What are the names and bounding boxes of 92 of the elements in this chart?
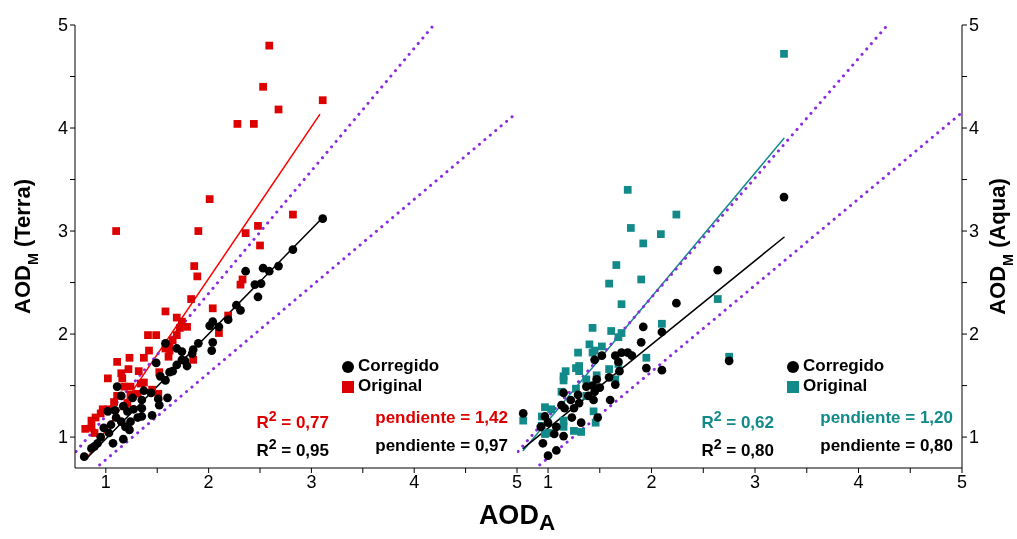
point — [518, 409, 528, 418]
annotation: R$^{2}$ = 0,95 — [256, 436, 329, 461]
y-tick-label: 1 — [969, 427, 980, 448]
annotation: pendiente = 0,97 — [375, 436, 508, 456]
point — [626, 224, 635, 232]
point — [610, 380, 620, 389]
legend-label: Corregido — [803, 356, 885, 375]
point — [623, 185, 632, 194]
point — [627, 351, 637, 361]
point — [636, 337, 646, 347]
point — [590, 355, 599, 365]
y-tick-label: 4 — [969, 118, 980, 139]
y-tick-label: 2 — [57, 324, 68, 345]
x-tick-label: 3 — [750, 471, 761, 492]
y-tick-label: 5 — [57, 15, 68, 36]
point — [549, 429, 559, 439]
point — [779, 192, 789, 202]
point — [538, 438, 548, 448]
x-tick-label: 4 — [853, 471, 864, 492]
point — [590, 387, 599, 397]
point — [576, 418, 586, 428]
y-tick-label: 2 — [969, 324, 980, 345]
point — [605, 395, 615, 405]
annotation: pendiente = 1,20 — [820, 408, 953, 428]
x-tick-label: 1 — [543, 471, 554, 492]
point — [713, 265, 723, 275]
point — [566, 395, 576, 405]
point — [672, 210, 681, 219]
annotation: R$^{2}$ = 0,77 — [256, 408, 329, 433]
point — [543, 418, 553, 428]
point — [614, 333, 623, 342]
point — [574, 348, 582, 357]
x-tick-label: 5 — [511, 471, 523, 492]
point — [597, 342, 606, 351]
point — [589, 395, 598, 405]
point — [641, 363, 651, 373]
point — [551, 446, 561, 455]
point — [642, 353, 651, 362]
legend-label: Corregido — [358, 356, 440, 375]
x-tick-label: 2 — [646, 471, 657, 492]
legend-label: Original — [358, 376, 423, 395]
point — [541, 430, 549, 438]
point — [573, 390, 583, 400]
point — [657, 327, 667, 337]
x-tick-label: 4 — [409, 471, 420, 492]
point — [605, 279, 613, 288]
y-tick-label: 3 — [969, 221, 980, 242]
x-tick-label: 1 — [100, 471, 111, 492]
point — [597, 351, 607, 361]
annotation: pendiente = 0,80 — [820, 436, 953, 456]
point — [551, 422, 561, 432]
point — [713, 295, 722, 303]
point — [672, 298, 681, 308]
point — [577, 428, 586, 436]
annotation: R$^{2}$ = 0,62 — [701, 408, 774, 433]
annotation: pendiente = 1,42 — [375, 408, 508, 428]
point — [639, 239, 648, 248]
legend-label: Original — [803, 376, 868, 395]
x-tick-label: 2 — [203, 471, 214, 492]
point — [615, 366, 624, 376]
point — [658, 319, 666, 328]
point — [593, 413, 603, 422]
point — [637, 275, 646, 284]
point — [617, 300, 626, 309]
point — [575, 367, 583, 376]
point — [585, 340, 594, 349]
y-tick-label: 4 — [57, 118, 68, 139]
point — [607, 327, 616, 335]
point — [657, 365, 667, 375]
point — [605, 365, 613, 373]
point — [543, 451, 553, 460]
point — [547, 405, 556, 414]
x-tick-label: 3 — [306, 471, 317, 492]
point — [724, 356, 734, 366]
point — [588, 324, 597, 332]
y-tick-label: 1 — [57, 427, 68, 448]
y-tick-label: 5 — [969, 15, 980, 36]
point — [559, 422, 568, 431]
x-axis-title: AOD$_{A}$ — [477, 500, 557, 537]
point — [570, 427, 578, 435]
point — [612, 261, 621, 269]
point — [604, 372, 614, 382]
point — [610, 351, 620, 361]
point — [780, 49, 788, 58]
point — [638, 322, 648, 332]
point — [592, 375, 602, 384]
point — [567, 413, 577, 422]
annotation: R$^{2}$ = 0,80 — [701, 436, 774, 461]
y-tick-label: 3 — [57, 221, 68, 242]
point — [559, 431, 568, 441]
point — [569, 403, 579, 413]
point — [656, 230, 665, 239]
